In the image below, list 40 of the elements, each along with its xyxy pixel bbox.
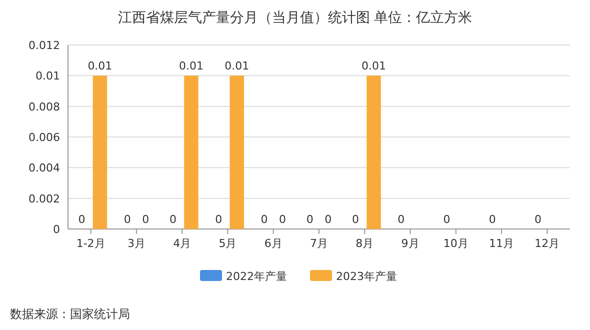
y-tick-label: 0.002 [28,192,60,206]
data-label: 0 [260,213,268,226]
data-label: 0 [352,213,360,226]
legend-label: 2023年产量 [336,270,397,283]
y-tick-label: 0.004 [28,162,60,175]
data-label: 0 [124,213,131,226]
x-tick-label: 4月 [173,237,192,250]
data-label: 0.01 [362,60,386,73]
x-tick-label: 8月 [356,237,374,250]
chart-title: 江西省煤层气产量分月（当月值）统计图 单位：亿立方米 [118,10,472,26]
data-label: 0 [306,213,314,226]
data-label: 0.01 [178,60,204,73]
data-label: 0 [78,213,86,226]
x-tick-label: 12月 [534,237,560,250]
data-label: 0.01 [224,60,250,73]
y-tick-label: 0 [53,223,60,236]
legend-label: 2022年产量 [226,270,287,283]
y-tick-label: 0.01 [36,70,60,83]
data-label: 0 [169,213,176,226]
data-label: 0 [488,213,496,226]
y-tick-label: 0.006 [28,131,60,144]
x-tick-label: 10月 [443,237,468,250]
data-label: 0 [215,213,222,226]
data-label: 0 [398,213,405,226]
data-label: 0 [278,213,286,226]
x-tick-label: 9月 [401,237,420,250]
x-tick-label: 3月 [127,237,146,250]
data-label: 0 [324,213,332,226]
x-tick-label: 6月 [264,237,282,250]
x-tick-label: 5月 [218,237,237,250]
source-note: 数据来源：国家统计局 [10,307,130,321]
data-label: 0.01 [88,60,112,73]
data-label: 0 [443,213,450,226]
x-tick-label: 7月 [310,237,328,250]
x-tick-label: 11月 [489,237,514,250]
data-label: 0 [534,213,542,226]
y-tick-label: 0.008 [28,100,60,114]
data-label: 0 [142,213,150,226]
x-tick-label: 1-2月 [76,237,106,250]
y-tick-label: 0.012 [28,39,60,52]
